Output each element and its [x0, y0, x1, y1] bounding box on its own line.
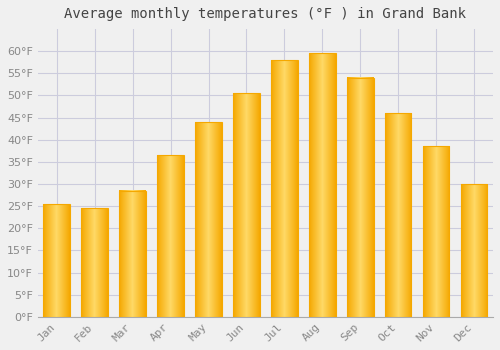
Bar	[195, 122, 222, 317]
Bar	[271, 60, 297, 317]
Bar	[309, 54, 336, 317]
Bar	[347, 78, 374, 317]
Bar	[158, 155, 184, 317]
Bar	[385, 113, 411, 317]
Bar	[44, 204, 70, 317]
Bar	[233, 93, 260, 317]
Bar	[461, 184, 487, 317]
Bar	[82, 208, 108, 317]
Bar	[423, 146, 450, 317]
Bar	[120, 191, 146, 317]
Title: Average monthly temperatures (°F ) in Grand Bank: Average monthly temperatures (°F ) in Gr…	[64, 7, 466, 21]
